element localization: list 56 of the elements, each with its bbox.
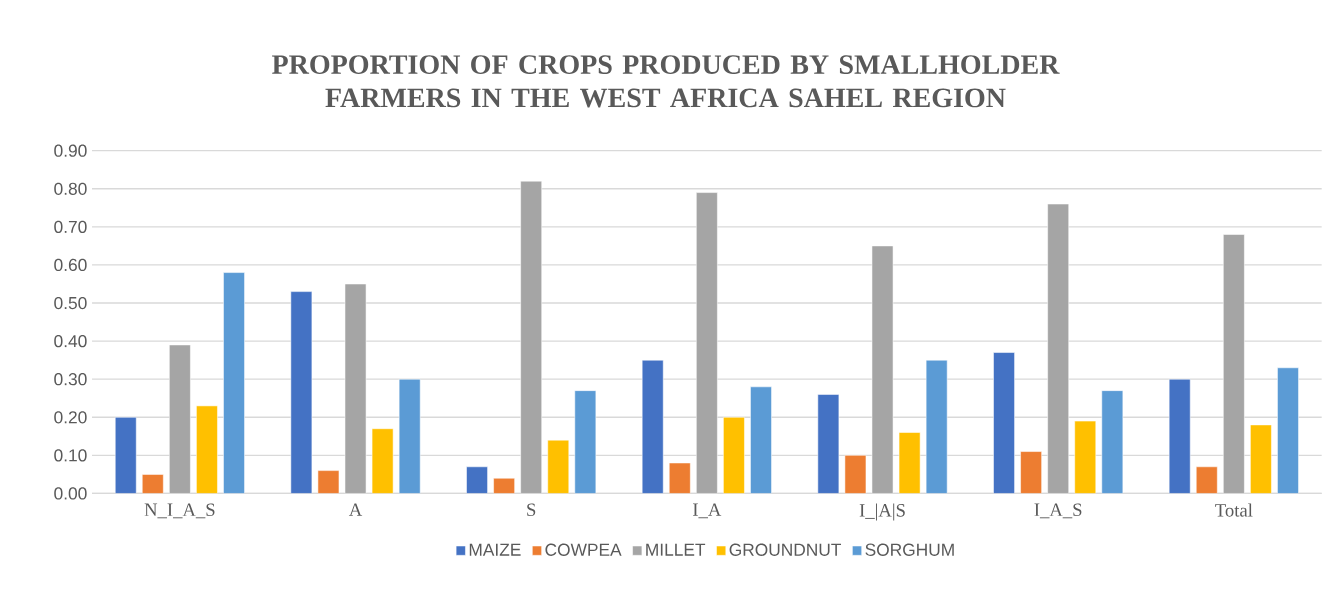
y-tick-label: 0.30 [54,373,87,386]
x-tick-label: I_A_S [1034,503,1082,519]
bar [871,245,894,494]
chart-title: PROPORTION OF CROPS PRODUCED BY SMALLHOLDER FARMERS IN THE WEST AFRICA SAHEL REGION [272,55,1060,108]
bar [466,466,488,494]
y-tick-label: 0.40 [54,335,87,348]
bar [574,390,597,494]
bar [1168,379,1191,494]
x-tick-label: A [348,503,363,516]
y-tick-label: 0.20 [54,411,87,424]
bar [1074,420,1097,494]
bar [641,359,664,494]
y-tick-label: 0.60 [54,258,87,272]
bar [1223,234,1245,494]
x-tick-label: S [527,503,536,517]
x-tick-label: I_A [693,503,722,519]
bar [290,291,313,494]
bar [141,474,164,494]
bar [114,417,137,494]
legend-label: SORGHUM [865,543,954,556]
bar [696,192,718,494]
bar [668,462,691,494]
x-tick-label: Total [1215,503,1253,517]
legend-label: MILLET [646,543,706,556]
y-tick-label: 0.50 [54,296,87,310]
bar [1047,203,1069,494]
bar [520,180,542,494]
bar [493,478,515,494]
legend-label: GROUNDNUT [729,543,842,556]
bar [817,394,840,494]
y-tick-label: 0.10 [54,449,87,462]
legend-label: MAIZE [469,543,521,556]
y-tick-label: 0.00 [54,487,87,500]
bar [1195,466,1218,494]
bar [925,359,948,494]
y-tick-label: 0.90 [54,144,87,157]
bar [750,386,772,494]
y-tick-label: 0.80 [54,182,87,196]
x-tick-label: I_|A|S [859,503,905,521]
x-tick-label: N_I_A_S [144,503,215,519]
bar [223,272,245,494]
bar [1020,451,1042,494]
bar [1277,367,1299,494]
bar [398,379,421,494]
bar [196,405,218,494]
bar [547,439,570,494]
bar [844,455,867,494]
bar [317,470,340,494]
legend-label: COWPEA [545,543,622,556]
y-tick-label: 0.70 [54,220,87,234]
bar [723,417,745,494]
bar [344,283,367,494]
bar [1101,390,1124,494]
bar [169,344,191,494]
bar [993,352,1015,494]
bar [1250,424,1272,494]
